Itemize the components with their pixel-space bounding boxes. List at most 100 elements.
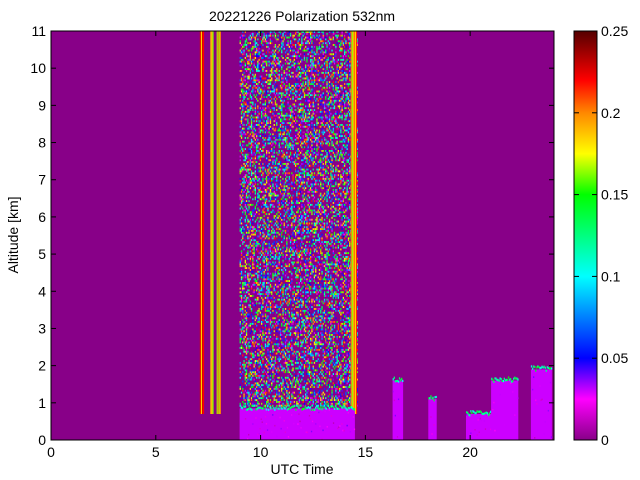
heatmap-cell (274, 174, 277, 177)
heatmap-cell (288, 144, 290, 147)
heatmap-cell (272, 97, 274, 100)
heatmap-cell (277, 142, 279, 145)
heatmap-cell (279, 32, 282, 35)
heatmap-cell (245, 296, 248, 299)
heatmap-cell (306, 144, 308, 147)
heatmap-cell (272, 350, 274, 353)
heatmap-cell (282, 382, 284, 385)
heatmap-cell (287, 360, 289, 362)
heatmap-cell (263, 369, 265, 372)
heatmap-cell (282, 203, 284, 206)
heatmap-cell (272, 248, 274, 251)
heatmap-cell (273, 373, 275, 375)
heatmap-cell (295, 198, 297, 201)
heatmap-cell (279, 109, 282, 111)
heatmap-cell (272, 163, 274, 165)
heatmap-cell (296, 244, 298, 247)
heatmap-cell (269, 31, 272, 33)
heatmap-cell (287, 330, 289, 333)
heatmap-cell (303, 402, 306, 405)
heatmap-cell (284, 172, 287, 175)
heatmap-cell (264, 308, 267, 310)
heatmap-cell (300, 345, 302, 348)
heatmap-cell (262, 358, 264, 361)
heatmap-cell (284, 205, 287, 208)
heatmap-cell (263, 269, 265, 271)
heatmap-cell (256, 198, 258, 201)
heatmap-cell (257, 174, 259, 177)
heatmap-cell (305, 321, 307, 323)
heatmap-cell (286, 289, 288, 292)
heatmap-cell (292, 75, 294, 78)
heatmap-cell (297, 259, 299, 262)
heatmap-cell (272, 60, 274, 63)
heatmap-cell (268, 135, 270, 137)
heatmap-cell (287, 62, 289, 65)
heatmap-cell (271, 110, 273, 113)
heatmap-cell (291, 237, 293, 240)
heatmap-cell (261, 75, 263, 78)
heatmap-cell (247, 261, 249, 264)
heatmap-cell (266, 73, 268, 76)
heatmap-cell (293, 215, 295, 217)
heatmap-cell (302, 181, 304, 184)
heatmap-cell (291, 45, 293, 48)
heatmap-cell (247, 228, 249, 230)
heatmap-cell (287, 36, 289, 39)
heatmap-cell (276, 324, 278, 327)
heatmap-cell (239, 40, 241, 43)
heatmap-cell (274, 356, 277, 359)
heatmap-cell (305, 263, 307, 266)
heatmap-cell (269, 350, 272, 353)
heatmap-cell (257, 270, 259, 273)
heatmap-cell (256, 144, 258, 147)
heatmap-cell (288, 248, 290, 251)
heatmap-cell (271, 31, 273, 33)
heatmap-cell (239, 339, 241, 342)
heatmap-cell (297, 311, 299, 314)
heatmap-cell (247, 254, 249, 256)
heatmap-cell (259, 311, 261, 314)
heatmap-cell (306, 334, 308, 336)
heatmap-cell (252, 256, 254, 258)
heatmap-cell (307, 321, 309, 323)
heatmap-cell (302, 321, 304, 323)
heatmap-cell (302, 84, 304, 87)
heatmap-cell (293, 120, 295, 123)
heatmap-cell (291, 181, 293, 184)
heatmap-cell (259, 190, 261, 193)
heatmap-cell (278, 402, 280, 405)
heatmap-cell (250, 124, 253, 126)
heatmap-cell (250, 157, 253, 160)
heatmap-cell (243, 157, 245, 160)
heatmap-cell (307, 259, 309, 262)
heatmap-cell (269, 190, 272, 193)
heatmap-cell (305, 42, 307, 45)
heatmap-cell (259, 360, 261, 362)
heatmap-cell (297, 367, 299, 370)
heatmap-cell (254, 153, 256, 156)
heatmap-cell (281, 263, 283, 266)
heatmap-cell (267, 207, 269, 210)
heatmap-cell (284, 194, 287, 197)
heatmap-cell (274, 137, 277, 139)
heatmap-cell (307, 358, 309, 361)
heatmap-cell (293, 386, 295, 388)
heatmap-cell (307, 308, 309, 310)
heatmap-cell (282, 235, 284, 238)
heatmap-cell (282, 269, 284, 271)
heatmap-cell (240, 272, 243, 275)
heatmap-cell (281, 216, 283, 219)
heatmap-cell (259, 118, 261, 121)
heatmap-cell (295, 202, 297, 204)
heatmap-cell (286, 389, 288, 392)
heatmap-cell (276, 71, 278, 74)
heatmap-cell (254, 354, 256, 357)
heatmap-cell (243, 335, 245, 338)
heatmap-cell (293, 144, 295, 147)
heatmap-cell (267, 187, 269, 190)
heatmap-cell (267, 321, 269, 323)
heatmap-cell (258, 116, 260, 119)
heatmap-cell (296, 231, 298, 234)
heatmap-cell (258, 270, 260, 273)
